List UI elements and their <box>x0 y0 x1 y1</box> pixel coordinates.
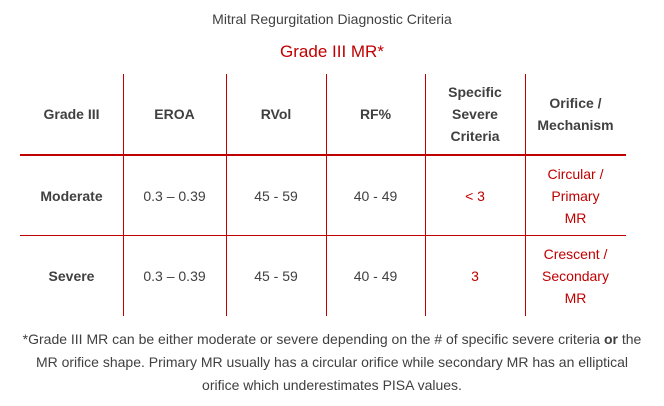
header-rvol: RVol <box>260 106 292 122</box>
cell-eroa: 0.3 – 0.39 <box>143 187 206 204</box>
table-subtitle: Grade III MR* <box>280 42 384 61</box>
footnote-text-end: the MR orifice shape. Primary MR usually… <box>35 331 642 393</box>
column-divider <box>123 74 124 316</box>
column-divider <box>525 74 526 316</box>
footnote-emphasis: or <box>603 331 618 347</box>
column-divider <box>226 74 227 316</box>
cell-orifice: Crescent / Secondary MR <box>542 246 609 306</box>
header-divider <box>20 154 626 156</box>
table-row: Severe 0.3 – 0.39 45 - 59 40 - 49 3 Cres… <box>20 236 626 316</box>
row-label-moderate: Moderate <box>40 187 103 204</box>
row-divider <box>20 235 626 236</box>
cell-orifice: Circular / Primary MR <box>547 165 604 226</box>
row-label-severe: Severe <box>48 268 95 284</box>
cell-rvol: 45 - 59 <box>254 268 298 284</box>
footnote: *Grade III MR can be either moderate or … <box>20 328 644 397</box>
column-divider <box>326 74 327 316</box>
cell-criteria: 3 <box>471 268 479 284</box>
header-rf: RF% <box>359 106 392 122</box>
cell-rvol: 45 - 59 <box>254 187 298 204</box>
header-orifice-mechanism: Orifice / Mechanism <box>537 95 614 133</box>
criteria-table: Grade III EROA RVol RF% Specific Severe … <box>20 74 626 316</box>
footnote-text-start: *Grade III MR can be either moderate or … <box>22 331 604 347</box>
table-header-row: Grade III EROA RVol RF% Specific Severe … <box>20 74 626 154</box>
header-specific-criteria: Specific Severe Criteria <box>448 84 502 144</box>
header-grade: Grade III <box>43 106 100 122</box>
table-row: Moderate 0.3 – 0.39 45 - 59 40 - 49 < 3 … <box>20 156 626 235</box>
column-divider <box>425 74 426 316</box>
header-eroa: EROA <box>154 106 195 122</box>
cell-criteria: < 3 <box>465 187 485 204</box>
cell-eroa: 0.3 – 0.39 <box>143 268 206 284</box>
cell-rf: 40 - 49 <box>353 187 398 204</box>
cell-rf: 40 - 49 <box>353 268 398 284</box>
page-title: Mitral Regurgitation Diagnostic Criteria <box>212 11 452 27</box>
